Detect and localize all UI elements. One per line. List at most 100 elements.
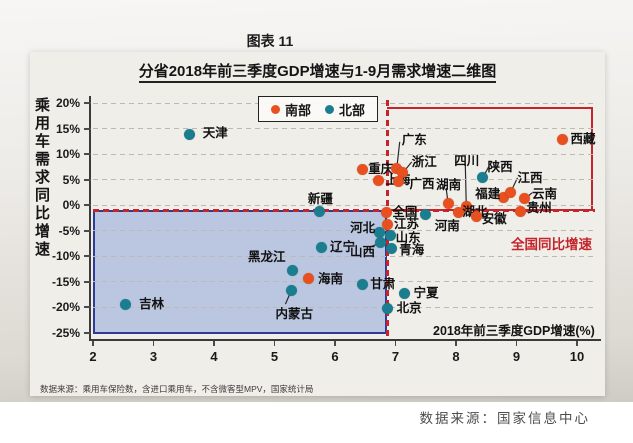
data-point-江西 — [504, 187, 516, 199]
south-legend-dot-icon — [271, 104, 280, 114]
y-tick-5 — [84, 178, 91, 181]
data-label-江苏: 江苏 — [394, 217, 420, 232]
data-point-全国 — [380, 207, 392, 219]
x-tick-10 — [576, 341, 578, 346]
data-label-甘肃: 甘肃 — [370, 277, 396, 292]
north-legend-dot-icon — [325, 104, 335, 114]
data-point-黑龙江 — [286, 265, 298, 277]
data-label-全国: 全国 — [392, 204, 418, 219]
y-tick-label-10: 10% — [55, 147, 80, 161]
data-point-山东 — [385, 229, 397, 241]
data-point-重庆 — [356, 164, 368, 176]
data-label-天津: 天津 — [202, 126, 228, 141]
y-tick-label-15: 15% — [55, 121, 80, 136]
data-label-北京: 北京 — [396, 301, 422, 316]
data-point-河北 — [373, 226, 385, 238]
data-label-广西: 广西 — [409, 177, 435, 192]
data-label-贵州: 贵州 — [526, 201, 552, 216]
data-point-西藏 — [556, 133, 568, 145]
y-tick-label--10: -10% — [51, 249, 80, 263]
y-tick--20 — [84, 306, 91, 308]
data-label-新疆: 新疆 — [307, 192, 333, 207]
x-tick-label-6: 6 — [331, 349, 339, 364]
data-point-青海 — [385, 243, 397, 255]
x-tick-label-2: 2 — [89, 349, 97, 364]
data-label-西藏: 西藏 — [570, 132, 596, 147]
data-point-福建 — [497, 192, 509, 204]
x-tick-label-9: 9 — [512, 349, 521, 364]
data-point-湖北 — [452, 206, 464, 218]
legend: 南部 北部 — [258, 96, 379, 122]
x-tick-label-3: 3 — [149, 349, 158, 364]
data-label-江西: 江西 — [517, 170, 543, 185]
data-point-辽宁 — [315, 242, 327, 254]
y-tick-0 — [84, 204, 91, 206]
x-tick-label-4: 4 — [210, 349, 218, 364]
x-tick-7 — [394, 341, 397, 346]
x-axis-label: 2018年前三季度GDP增速(%) — [433, 324, 595, 338]
gridline-0 — [93, 204, 595, 206]
data-label-福建: 福建 — [475, 186, 501, 201]
data-point-甘肃 — [356, 278, 368, 290]
data-label-安徽: 安徽 — [481, 212, 507, 227]
national-demand-growth-line — [93, 209, 595, 212]
data-label-黑龙江: 黑龙江 — [248, 249, 286, 264]
x-tick-6 — [334, 341, 336, 346]
y-tick--15 — [84, 280, 91, 283]
data-label-广东: 广东 — [401, 132, 427, 147]
south-legend-label: 南部 — [285, 102, 312, 118]
gridline--10 — [93, 255, 595, 257]
data-label-湖南: 湖南 — [436, 177, 462, 192]
y-tick-label--5: -5% — [58, 223, 80, 238]
data-point-广西 — [393, 175, 405, 187]
data-point-天津 — [184, 128, 196, 140]
x-tick-8 — [455, 341, 457, 346]
data-label-四川: 四川 — [454, 154, 480, 169]
y-tick-label--20: -20% — [51, 300, 80, 314]
y-axis-title: 乘用车需求同比增速 — [33, 97, 50, 259]
data-point-新疆 — [314, 205, 326, 217]
x-tick-9 — [515, 341, 518, 346]
y-tick-10 — [84, 153, 91, 155]
data-point-内蒙古 — [285, 284, 297, 296]
x-tick-3 — [152, 341, 155, 346]
x-tick-label-7: 7 — [391, 349, 400, 364]
data-point-四川 — [460, 200, 472, 212]
y-tick--25 — [84, 331, 91, 334]
data-point-贵州 — [515, 205, 527, 217]
data-point-湖南 — [442, 198, 454, 210]
x-tick-label-8: 8 — [452, 349, 460, 364]
y-tick-label-5: 5% — [62, 172, 80, 187]
figure-caption: 图表 11 — [246, 33, 294, 49]
data-label-辽宁: 辽宁 — [330, 239, 356, 254]
data-label-海南: 海南 — [317, 271, 343, 286]
x-tick-5 — [273, 341, 276, 346]
x-tick-2 — [92, 341, 94, 346]
gridline-5 — [93, 179, 595, 180]
data-label-内蒙古: 内蒙古 — [275, 307, 313, 322]
data-label-青海: 青海 — [399, 242, 425, 257]
gridline-15 — [93, 128, 595, 129]
chart-footnote: 数据来源：乘用车保险数，含进口乘用车，不含微客型MPV，国家统计局 — [40, 384, 314, 394]
gridline-10 — [93, 153, 595, 155]
legend-item-north: 北部 — [325, 100, 365, 119]
y-tick-label--25: -25% — [51, 325, 80, 340]
data-label-陕西: 陕西 — [487, 159, 513, 174]
legend-item-south: 南部 — [271, 100, 311, 119]
y-tick-label-0: 0% — [62, 198, 80, 212]
y-tick--5 — [84, 229, 91, 232]
y-tick-15 — [84, 127, 91, 130]
data-point-安徽 — [471, 210, 483, 222]
chart-title: 分省2018年前三季度GDP增速与1-9月需求增速二维图 — [45, 60, 590, 83]
y-tick-20 — [84, 102, 91, 104]
data-point-浙江 — [397, 167, 409, 179]
data-point-山西 — [375, 237, 387, 249]
y-tick-label-20: 20% — [55, 96, 80, 110]
data-point-陕西 — [477, 172, 489, 184]
data-point-云南 — [519, 193, 531, 205]
data-label-重庆: 重庆 — [368, 161, 394, 176]
data-label-河南: 河南 — [434, 219, 460, 234]
data-label-河北: 河北 — [350, 221, 376, 236]
data-point-海南 — [303, 273, 315, 285]
